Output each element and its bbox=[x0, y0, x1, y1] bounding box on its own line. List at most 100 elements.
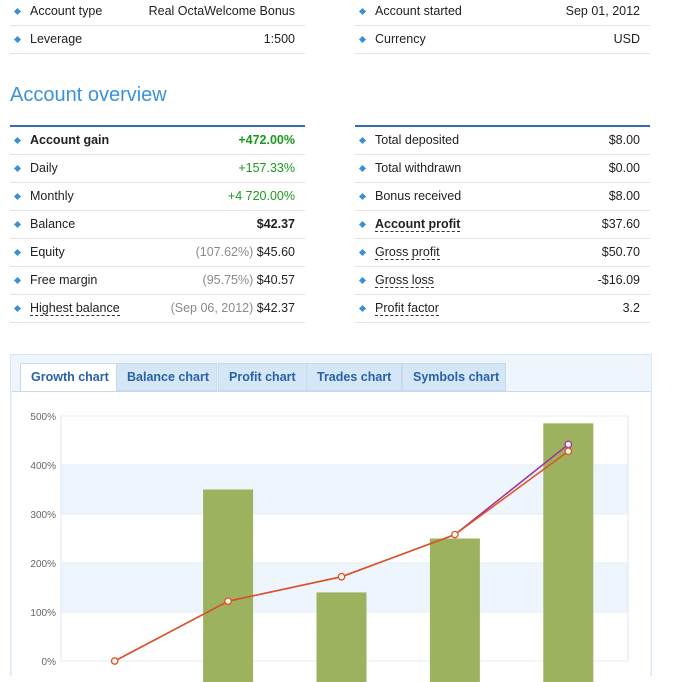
bullet-icon bbox=[359, 221, 366, 228]
y-tick-label: 500% bbox=[30, 412, 56, 423]
overview-label-link[interactable]: Highest balance bbox=[30, 301, 120, 316]
growth-point bbox=[225, 598, 231, 604]
overview-value: $8.00 bbox=[609, 189, 640, 203]
overview-value: $37.60 bbox=[602, 217, 640, 231]
overview-amount: $45.60 bbox=[257, 245, 295, 259]
info-row-currency: Currency USD bbox=[355, 26, 650, 54]
overview-value: +4 720.00% bbox=[228, 189, 295, 203]
y-tick-label: 100% bbox=[30, 608, 56, 619]
overview-label-link[interactable]: Account profit bbox=[375, 217, 460, 232]
overview-row-equity: Equity (107.62%) $45.60 bbox=[10, 239, 305, 267]
y-tick-label: 400% bbox=[30, 461, 56, 472]
overview-value: $50.70 bbox=[602, 245, 640, 259]
overview-label: Account gain bbox=[30, 133, 109, 147]
overview-note: (95.75%) bbox=[203, 273, 254, 287]
overview-label: Total deposited bbox=[375, 133, 459, 147]
bullet-icon bbox=[14, 193, 21, 200]
overview-row-daily: Daily +157.33% bbox=[10, 155, 305, 183]
growth-bar bbox=[430, 539, 480, 682]
tab-growth-chart[interactable]: Growth chart bbox=[20, 363, 118, 392]
info-row-account-started: Account started Sep 01, 2012 bbox=[355, 0, 650, 26]
overview-row-account-gain: Account gain +472.00% bbox=[10, 127, 305, 155]
overview-value: $0.00 bbox=[609, 161, 640, 175]
y-tick-label: 300% bbox=[30, 510, 56, 521]
overview-amount: $42.37 bbox=[257, 301, 295, 315]
overview-label-link[interactable]: Gross profit bbox=[375, 245, 440, 260]
growth-point bbox=[338, 574, 344, 580]
info-value: USD bbox=[614, 32, 640, 46]
overview-left-table: Account gain +472.00% Daily +157.33% Mon… bbox=[10, 125, 305, 323]
overview-label: Monthly bbox=[30, 189, 74, 203]
bullet-icon bbox=[359, 193, 366, 200]
y-tick-label: 200% bbox=[30, 559, 56, 570]
info-label: Account started bbox=[375, 4, 462, 18]
overview-note: (107.62%) bbox=[196, 245, 254, 259]
info-label: Leverage bbox=[30, 32, 82, 46]
overview-label-link[interactable]: Gross loss bbox=[375, 273, 434, 288]
overview-row-bonus-received: Bonus received $8.00 bbox=[355, 183, 650, 211]
overview-row-balance: Balance $42.37 bbox=[10, 211, 305, 239]
bullet-icon bbox=[14, 305, 21, 312]
bullet-icon bbox=[14, 249, 21, 256]
overview-value: $8.00 bbox=[609, 133, 640, 147]
overview-label-link[interactable]: Profit factor bbox=[375, 301, 439, 316]
overview-value: 3.2 bbox=[623, 301, 640, 315]
overview-row-free-margin: Free margin (95.75%) $40.57 bbox=[10, 267, 305, 295]
growth-bar bbox=[317, 592, 367, 682]
tab-profit-chart[interactable]: Profit chart bbox=[218, 363, 307, 391]
info-value: Real OctaWelcome Bonus bbox=[149, 4, 295, 18]
overview-value: +472.00% bbox=[238, 133, 295, 147]
overview-row-account-profit: Account profit $37.60 bbox=[355, 211, 650, 239]
overview-row-total-withdrawn: Total withdrawn $0.00 bbox=[355, 155, 650, 183]
growth-point bbox=[565, 448, 571, 454]
info-row-account-type: Account type Real OctaWelcome Bonus bbox=[10, 0, 305, 26]
overview-label: Equity bbox=[30, 245, 65, 259]
bullet-icon bbox=[359, 8, 366, 15]
tab-symbols-chart[interactable]: Symbols chart bbox=[402, 363, 506, 391]
equity-point bbox=[565, 441, 571, 447]
overview-label: Bonus received bbox=[375, 189, 461, 203]
bullet-icon bbox=[359, 165, 366, 172]
info-value: 1:500 bbox=[264, 32, 295, 46]
bullet-icon bbox=[14, 8, 21, 15]
account-info-right: Account started Sep 01, 2012 Currency US… bbox=[355, 0, 650, 54]
bullet-icon bbox=[14, 137, 21, 144]
account-info-left: Account type Real OctaWelcome Bonus Leve… bbox=[10, 0, 305, 54]
overview-value: -$16.09 bbox=[598, 273, 640, 287]
overview-row-gross-profit: Gross profit $50.70 bbox=[355, 239, 650, 267]
info-value: Sep 01, 2012 bbox=[566, 4, 640, 18]
bullet-icon bbox=[14, 36, 21, 43]
overview-value: +157.33% bbox=[238, 161, 295, 175]
bullet-icon bbox=[359, 36, 366, 43]
bullet-icon bbox=[359, 305, 366, 312]
bullet-icon bbox=[14, 221, 21, 228]
growth-bar bbox=[543, 423, 593, 682]
info-label: Currency bbox=[375, 32, 426, 46]
growth-chart-svg: 500%400%300%200%100%0% bbox=[12, 392, 650, 682]
bullet-icon bbox=[359, 249, 366, 256]
overview-row-monthly: Monthly +4 720.00% bbox=[10, 183, 305, 211]
bullet-icon bbox=[359, 277, 366, 284]
chart-band bbox=[61, 465, 628, 514]
overview-right-table: Total deposited $8.00 Total withdrawn $0… bbox=[355, 125, 650, 323]
bullet-icon bbox=[14, 165, 21, 172]
bullet-icon bbox=[359, 137, 366, 144]
tab-balance-chart[interactable]: Balance chart bbox=[116, 363, 217, 391]
overview-label: Daily bbox=[30, 161, 58, 175]
overview-row-highest-balance: Highest balance (Sep 06, 2012) $42.37 bbox=[10, 295, 305, 323]
growth-point bbox=[452, 531, 458, 537]
overview-note: (Sep 06, 2012) bbox=[171, 301, 254, 315]
overview-label: Balance bbox=[30, 217, 75, 231]
tab-trades-chart[interactable]: Trades chart bbox=[306, 363, 402, 391]
overview-row-total-deposited: Total deposited $8.00 bbox=[355, 127, 650, 155]
growth-chart: 500%400%300%200%100%0% bbox=[12, 391, 650, 682]
section-title: Account overview bbox=[10, 84, 167, 107]
chart-panel: Growth chart Balance chart Profit chart … bbox=[10, 354, 652, 676]
overview-value: $42.37 bbox=[257, 217, 295, 231]
info-label: Account type bbox=[30, 4, 102, 18]
overview-label: Free margin bbox=[30, 273, 97, 287]
overview-value: (107.62%) $45.60 bbox=[196, 245, 295, 259]
bullet-icon bbox=[14, 277, 21, 284]
info-row-leverage: Leverage 1:500 bbox=[10, 26, 305, 54]
growth-bar bbox=[203, 490, 253, 682]
